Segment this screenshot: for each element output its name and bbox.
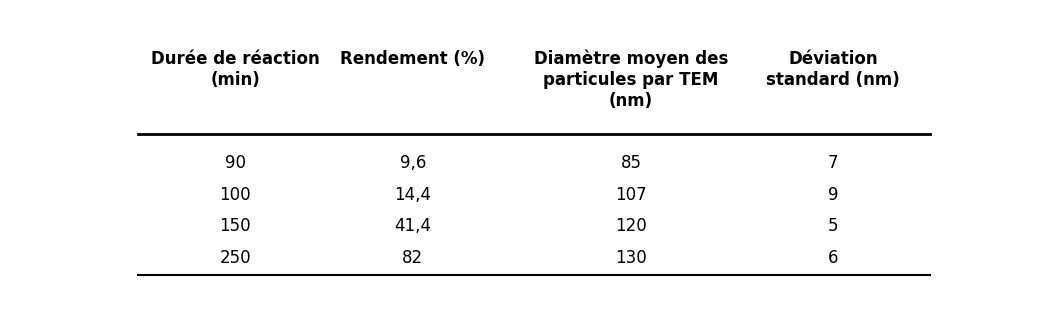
Text: 85: 85	[620, 154, 642, 172]
Text: 107: 107	[615, 186, 647, 204]
Text: 82: 82	[402, 249, 423, 267]
Text: Rendement (%): Rendement (%)	[341, 50, 486, 68]
Text: 130: 130	[615, 249, 647, 267]
Text: 150: 150	[220, 217, 251, 235]
Text: 9: 9	[827, 186, 838, 204]
Text: 120: 120	[615, 217, 647, 235]
Text: 41,4: 41,4	[394, 217, 431, 235]
Text: 250: 250	[220, 249, 251, 267]
Text: 9,6: 9,6	[400, 154, 426, 172]
Text: 100: 100	[220, 186, 251, 204]
Text: 90: 90	[225, 154, 246, 172]
Text: 7: 7	[827, 154, 838, 172]
Text: 6: 6	[827, 249, 838, 267]
Text: Diamètre moyen des
particules par TEM
(nm): Diamètre moyen des particules par TEM (n…	[534, 50, 728, 110]
Text: Déviation
standard (nm): Déviation standard (nm)	[766, 50, 899, 89]
Text: 5: 5	[827, 217, 838, 235]
Text: 14,4: 14,4	[394, 186, 431, 204]
Text: Durée de réaction
(min): Durée de réaction (min)	[151, 50, 320, 89]
